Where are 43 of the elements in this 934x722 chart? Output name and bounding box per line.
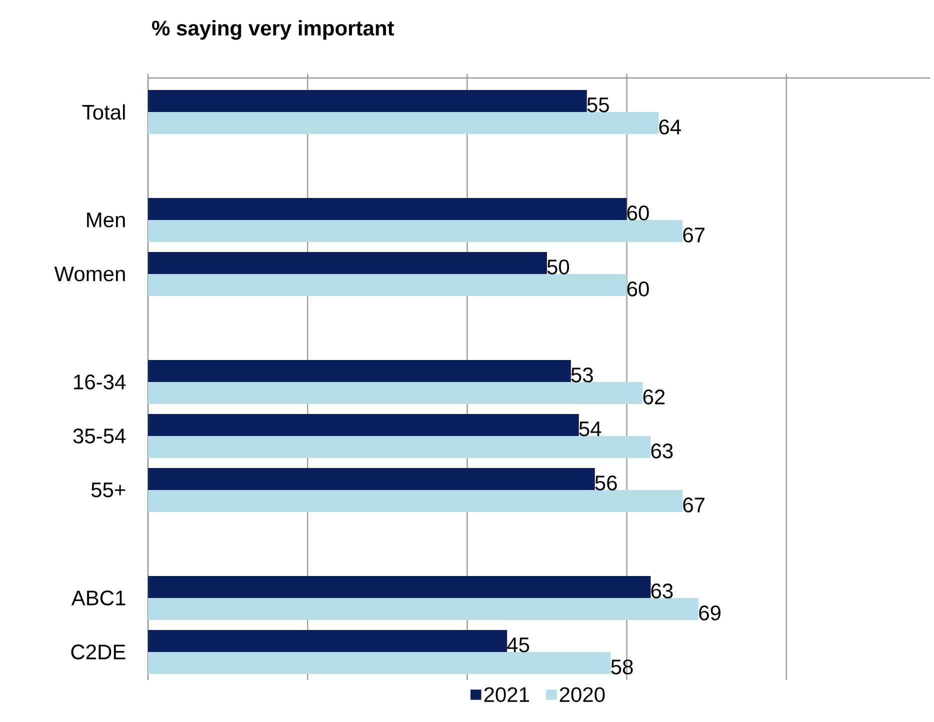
data-label: 56 xyxy=(595,476,617,490)
data-label: 67 xyxy=(683,498,704,512)
legend-label: 2021 xyxy=(484,687,529,702)
data-label: 55 xyxy=(587,98,609,112)
data-label: 54 xyxy=(579,422,602,436)
data-label: 45 xyxy=(507,638,530,652)
chart-title: % saying very important xyxy=(152,20,394,40)
y-tick-label: Men xyxy=(87,212,125,228)
data-label: 60 xyxy=(627,206,649,220)
bar xyxy=(148,198,627,220)
data-label: 63 xyxy=(651,584,673,598)
bar xyxy=(148,436,651,458)
bar xyxy=(148,630,508,652)
y-tick-label: 16-34 xyxy=(74,374,126,390)
data-label: 62 xyxy=(643,390,665,404)
bar xyxy=(148,220,683,242)
y-tick-label: ABC1 xyxy=(71,590,126,606)
data-label: 50 xyxy=(547,260,570,274)
y-tick-label: Total xyxy=(82,104,125,120)
bar xyxy=(148,112,659,134)
bar xyxy=(148,90,587,112)
bar xyxy=(148,652,611,674)
legend-label: 2020 xyxy=(560,687,605,702)
data-label: 69 xyxy=(699,606,720,620)
data-label: 60 xyxy=(627,282,649,296)
bar xyxy=(148,360,571,382)
y-tick-label: Women xyxy=(54,266,125,282)
y-tick-label: C2DE xyxy=(71,644,126,660)
data-label: 58 xyxy=(611,660,633,674)
data-label: 64 xyxy=(659,120,681,134)
bar xyxy=(148,576,651,598)
data-label: 53 xyxy=(571,368,593,382)
data-label: 67 xyxy=(683,228,704,242)
bar xyxy=(148,468,595,490)
bar xyxy=(148,414,579,436)
bar xyxy=(148,490,683,512)
bar xyxy=(148,382,643,404)
y-tick-label: 55+ xyxy=(91,482,126,498)
data-label: 63 xyxy=(651,444,673,458)
bar xyxy=(148,598,699,620)
bar xyxy=(148,252,547,274)
y-tick-label: 35-54 xyxy=(73,428,126,444)
bar xyxy=(148,274,627,296)
